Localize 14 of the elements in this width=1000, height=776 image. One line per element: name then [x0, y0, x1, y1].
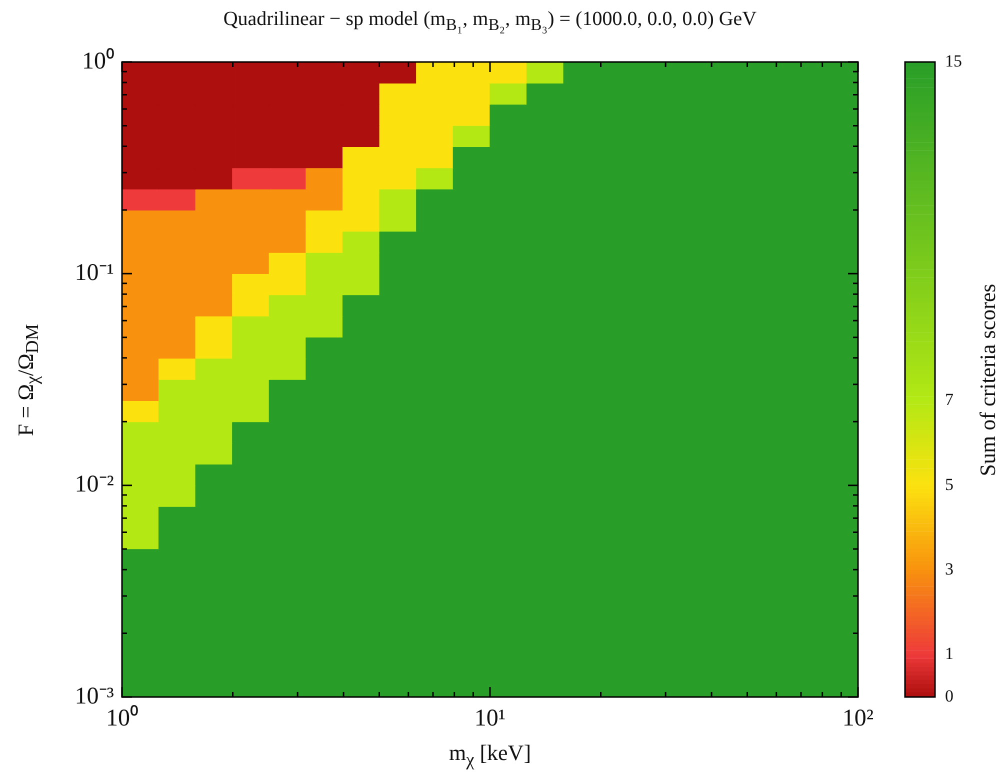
- x-tick-label: 10²: [842, 706, 874, 732]
- color-bar-label: 1: [945, 644, 954, 664]
- x-axis-title: m$_{χ}$ [keV]: [448, 740, 532, 770]
- x-tick-label: 10¹: [474, 706, 506, 732]
- y-tick-label: 10⁻¹: [74, 260, 114, 286]
- chart-title: Quadrilinear − sp model (m$_{B₁}$, m$_{B₂}$, m$_{B₃}$) = (1000.0, 0.0, 0.0) GeV: [222, 8, 758, 35]
- color-bar-label: 15: [945, 51, 962, 70]
- color-bar-label: 0: [945, 686, 954, 706]
- color-bar-label: 3: [945, 559, 954, 578]
- y-tick-label: 10⁻²: [74, 472, 114, 498]
- y-tick-label: 10⁰: [82, 47, 114, 74]
- color-bar-label: 7: [945, 390, 954, 410]
- color-bar-label: 5: [945, 474, 954, 494]
- color-bar-title: Sum of criteria scores: [975, 284, 1000, 476]
